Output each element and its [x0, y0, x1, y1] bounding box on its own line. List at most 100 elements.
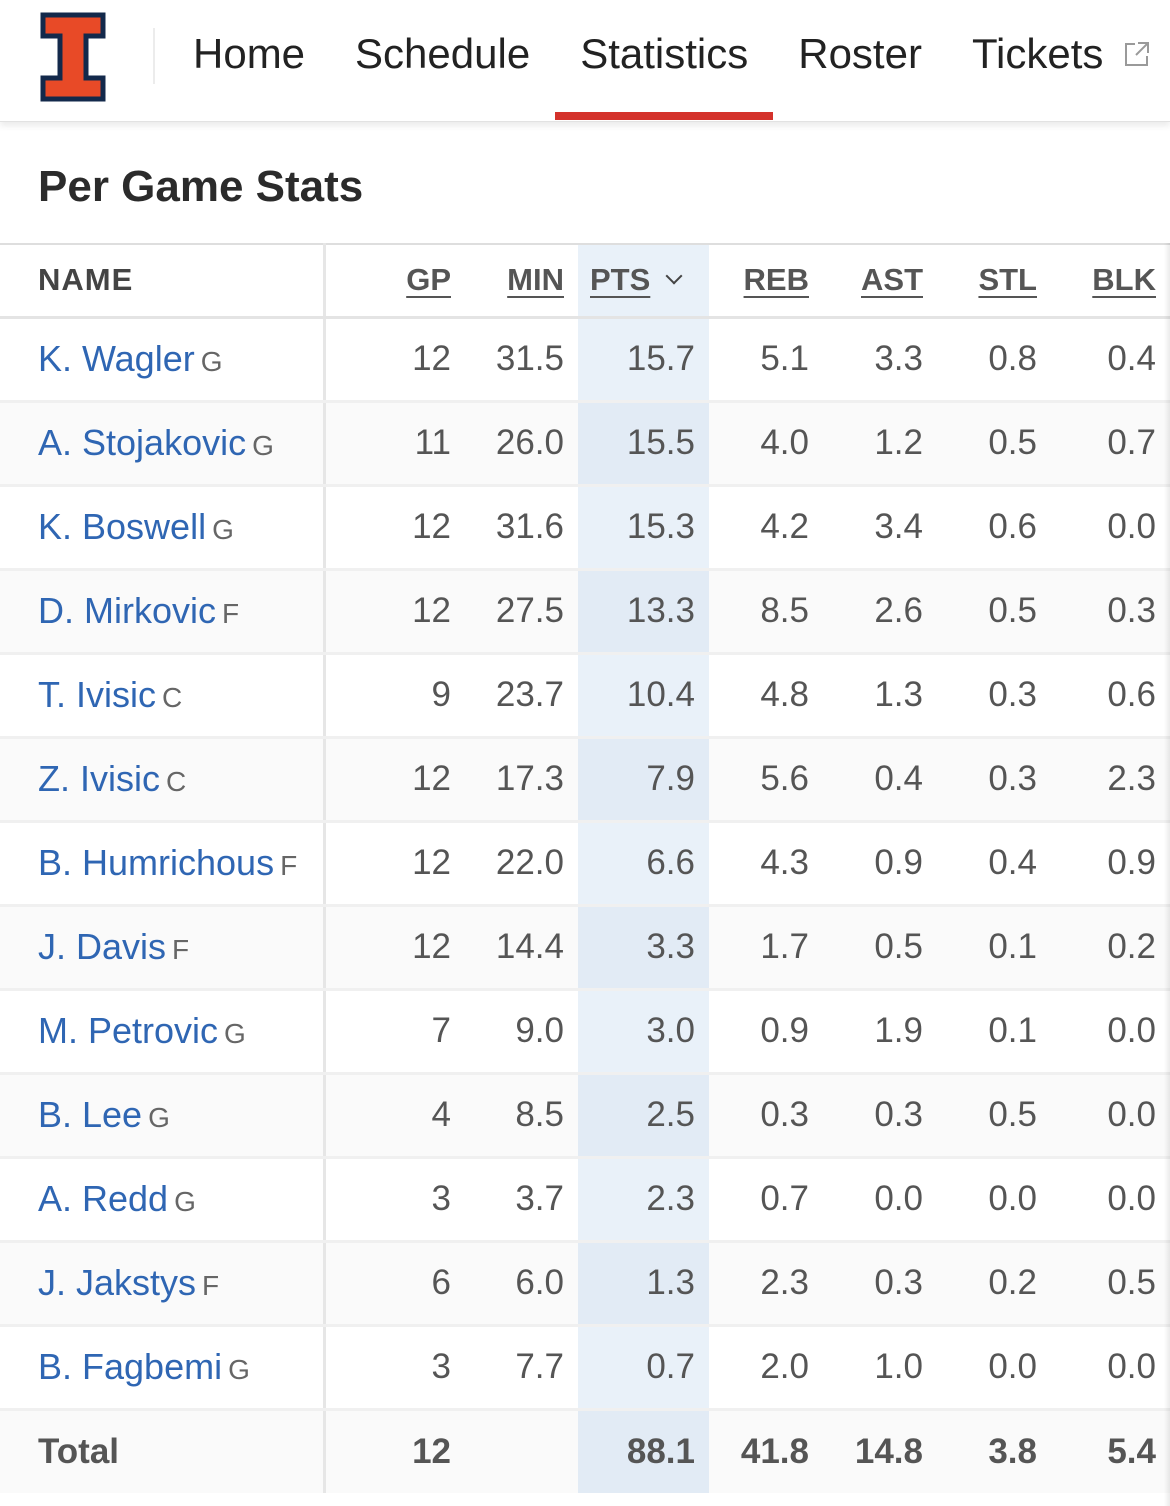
- player-name-link[interactable]: B. Humrichous: [38, 842, 275, 883]
- player-position: G: [212, 514, 234, 545]
- col-header-reb[interactable]: REB: [709, 243, 823, 319]
- player-cell: B. Fagbemi G: [0, 1325, 326, 1411]
- player-name-link[interactable]: Z. Ivisic: [38, 758, 160, 799]
- player-position: F: [222, 598, 240, 629]
- player-name-link[interactable]: T. Ivisic: [38, 674, 157, 715]
- stat-reb: 0.7: [709, 1157, 823, 1243]
- table-row: A. Redd G 3 3.7 2.3 0.7 0.0 0.0 0.0: [0, 1157, 1170, 1243]
- player-position: G: [228, 1354, 250, 1385]
- stat-reb: 5.1: [709, 317, 823, 403]
- scroll-shadow: [1164, 243, 1170, 1506]
- stat-reb: 5.6: [709, 737, 823, 823]
- stat-min: 14.4: [465, 905, 578, 991]
- stat-blk: 0.6: [1051, 653, 1170, 739]
- stat-gp: 11: [324, 401, 465, 487]
- player-name-link[interactable]: B. Lee: [38, 1094, 143, 1135]
- per-game-stats-table: NAME GP MIN PTS REB AST STL BLK K. Wagle…: [0, 243, 1170, 1493]
- stat-gp: 12: [324, 905, 465, 991]
- stat-reb: 0.9: [709, 989, 823, 1075]
- stat-stl: 0.0: [937, 1325, 1051, 1411]
- stat-ast: 1.9: [823, 989, 937, 1075]
- tab-label: Tickets: [971, 30, 1104, 77]
- col-header-ast[interactable]: AST: [823, 243, 937, 319]
- stat-pts: 3.0: [578, 989, 709, 1075]
- player-name-link[interactable]: A. Stojakovic: [38, 422, 247, 463]
- player-cell: A. Redd G: [0, 1157, 326, 1243]
- player-position: F: [172, 934, 190, 965]
- stat-blk: 0.0: [1051, 1325, 1170, 1411]
- col-header-gp[interactable]: GP: [324, 243, 465, 319]
- table-row: K. Wagler G 12 31.5 15.7 5.1 3.3 0.8 0.4: [0, 317, 1170, 403]
- illinois-logo-icon[interactable]: [40, 12, 106, 102]
- col-header-pts[interactable]: PTS: [578, 243, 709, 319]
- stat-gp: 9: [324, 653, 465, 739]
- player-name-link[interactable]: J. Davis: [38, 926, 167, 967]
- stat-ast: 2.6: [823, 569, 937, 655]
- stat-ast: 0.3: [823, 1073, 937, 1159]
- tab-home[interactable]: Home: [168, 0, 330, 120]
- tab-schedule[interactable]: Schedule: [330, 0, 555, 120]
- player-position: G: [174, 1186, 196, 1217]
- stat-gp: 3: [324, 1325, 465, 1411]
- tab-label: Schedule: [355, 30, 531, 77]
- stat-pts: 7.9: [578, 737, 709, 823]
- player-cell: K. Boswell G: [0, 485, 326, 571]
- stat-pts: 3.3: [578, 905, 709, 991]
- stat-blk: 0.7: [1051, 401, 1170, 487]
- col-header-stl[interactable]: STL: [937, 243, 1051, 319]
- total-gp: 12: [324, 1409, 465, 1493]
- total-row: Total 12 88.1 41.8 14.8 3.8 5.4: [0, 1409, 1170, 1493]
- stat-min: 9.0: [465, 989, 578, 1075]
- table-body: K. Wagler G 12 31.5 15.7 5.1 3.3 0.8 0.4 A. Stoja…: [0, 317, 1170, 1493]
- stat-stl: 0.0: [937, 1157, 1051, 1243]
- player-cell: D. Mirkovic F: [0, 569, 326, 655]
- stat-reb: 4.8: [709, 653, 823, 739]
- player-position: F: [280, 850, 298, 881]
- stat-stl: 0.1: [937, 905, 1051, 991]
- table-row: D. Mirkovic F 12 27.5 13.3 8.5 2.6 0.5 0.3: [0, 569, 1170, 655]
- col-header-min[interactable]: MIN: [465, 243, 578, 319]
- tab-tickets[interactable]: Tickets: [947, 0, 1170, 120]
- stat-stl: 0.5: [937, 1073, 1051, 1159]
- player-name-link[interactable]: A. Redd: [38, 1178, 169, 1219]
- stat-pts: 2.3: [578, 1157, 709, 1243]
- stat-blk: 0.0: [1051, 1073, 1170, 1159]
- col-header-name: NAME: [0, 243, 326, 319]
- stat-reb: 8.5: [709, 569, 823, 655]
- tab-statistics[interactable]: Statistics: [555, 0, 774, 120]
- tab-roster[interactable]: Roster: [773, 0, 947, 120]
- table-row: Z. Ivisic C 12 17.3 7.9 5.6 0.4 0.3 2.3: [0, 737, 1170, 823]
- table-row: M. Petrovic G 7 9.0 3.0 0.9 1.9 0.1 0.0: [0, 989, 1170, 1075]
- stat-stl: 0.3: [937, 737, 1051, 823]
- player-cell: J. Jakstys F: [0, 1241, 326, 1327]
- player-name-link[interactable]: J. Jakstys: [38, 1262, 197, 1303]
- stat-pts: 2.5: [578, 1073, 709, 1159]
- tab-label: Roster: [798, 30, 922, 77]
- stat-gp: 7: [324, 989, 465, 1075]
- total-pts: 88.1: [578, 1409, 709, 1493]
- player-cell: K. Wagler G: [0, 317, 326, 403]
- stat-ast: 3.3: [823, 317, 937, 403]
- stat-ast: 0.0: [823, 1157, 937, 1243]
- stat-min: 26.0: [465, 401, 578, 487]
- player-name-link[interactable]: D. Mirkovic: [38, 590, 216, 631]
- player-name-link[interactable]: M. Petrovic: [38, 1010, 219, 1051]
- stat-min: 31.6: [465, 485, 578, 571]
- player-name-link[interactable]: K. Wagler: [38, 338, 195, 379]
- stat-reb: 4.0: [709, 401, 823, 487]
- player-cell: J. Davis F: [0, 905, 326, 991]
- stat-ast: 0.3: [823, 1241, 937, 1327]
- stat-pts: 15.7: [578, 317, 709, 403]
- player-name-link[interactable]: K. Boswell: [38, 506, 207, 547]
- player-name-link[interactable]: B. Fagbemi: [38, 1346, 223, 1387]
- col-header-blk[interactable]: BLK: [1051, 243, 1170, 319]
- stat-stl: 0.4: [937, 821, 1051, 907]
- player-cell: Z. Ivisic C: [0, 737, 326, 823]
- stat-min: 31.5: [465, 317, 578, 403]
- player-cell: T. Ivisic C: [0, 653, 326, 739]
- total-label: Total: [0, 1409, 326, 1493]
- nav-divider: [153, 28, 155, 84]
- player-position: F: [202, 1270, 220, 1301]
- stat-min: 17.3: [465, 737, 578, 823]
- stat-min: 27.5: [465, 569, 578, 655]
